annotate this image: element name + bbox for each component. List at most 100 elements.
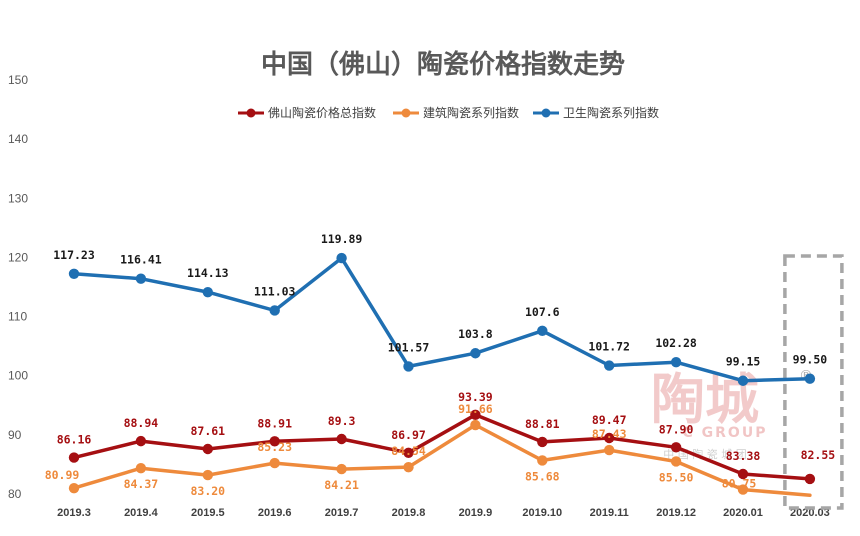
data-point <box>269 305 280 316</box>
data-label: 86.16 <box>57 433 92 447</box>
data-label: 80.99 <box>45 468 80 482</box>
data-point <box>68 482 80 494</box>
x-tick-label: 2019.8 <box>392 507 426 519</box>
data-point <box>470 419 481 431</box>
data-label: 99.15 <box>726 355 761 369</box>
data-point <box>604 360 615 371</box>
data-label: 87.61 <box>190 424 225 438</box>
x-tick-label: 2019.7 <box>325 507 359 519</box>
data-point <box>202 286 213 298</box>
watermark-subtext: C GROUP <box>683 425 768 441</box>
legend-label: 建筑陶瓷系列指数 <box>423 105 519 120</box>
chart-title: 中国（佛山）陶瓷价格指数走势 <box>261 49 625 80</box>
y-tick-label: 130 <box>8 191 28 205</box>
x-tick-label: 2020.01 <box>723 507 763 519</box>
data-label: 89.3 <box>328 414 356 428</box>
x-tick-label: 2019.11 <box>590 507 629 519</box>
data-label: 88.91 <box>257 416 292 430</box>
data-label: 88.94 <box>124 416 159 430</box>
data-point <box>537 436 548 448</box>
data-point <box>336 252 347 264</box>
data-label: 114.13 <box>187 266 229 280</box>
x-tick-label: 2019.5 <box>191 507 225 519</box>
data-point <box>336 463 347 475</box>
y-tick-label: 110 <box>8 310 27 324</box>
data-label: 87.90 <box>659 422 694 436</box>
x-tick-label: 2019.10 <box>522 507 562 519</box>
x-tick-label: 2019.4 <box>124 507 159 519</box>
data-point <box>670 456 682 467</box>
data-labels: 86.16 88.94 87.61 88.91 89.3 86.97 93.39 88.81 8… <box>45 232 836 498</box>
legend-label: 卫生陶瓷系列指数 <box>563 105 659 120</box>
data-label: 91.66 <box>458 402 493 416</box>
data-label: 89.47 <box>592 413 627 427</box>
data-label: 117.23 <box>53 248 95 262</box>
data-label: 84.21 <box>324 478 359 492</box>
data-point <box>670 442 682 453</box>
data-point <box>737 484 749 495</box>
data-label: 84.54 <box>391 444 426 458</box>
y-axis: 80 90 100 110 120 130 140 150 <box>8 73 28 501</box>
data-point <box>202 443 213 455</box>
highlight-dashed-box <box>783 254 844 510</box>
data-label: 84.37 <box>124 477 159 491</box>
data-label: 101.57 <box>388 340 430 354</box>
data-point <box>68 452 80 463</box>
series-line <box>72 413 812 481</box>
y-tick-label: 90 <box>8 428 22 442</box>
x-tick-label: 2020.03 <box>790 507 830 519</box>
data-label: 85.23 <box>257 440 292 454</box>
data-label: 102.28 <box>655 336 697 350</box>
data-point <box>68 268 80 280</box>
data-point <box>737 375 749 386</box>
data-label: 80.75 <box>722 477 757 491</box>
legend-label: 佛山陶瓷价格总指数 <box>268 105 376 120</box>
y-tick-label: 150 <box>8 73 28 87</box>
data-point <box>737 468 749 480</box>
series-line <box>72 256 812 383</box>
data-point <box>269 436 280 447</box>
data-label: 107.6 <box>525 305 560 319</box>
legend-marker <box>246 108 256 118</box>
data-label: 83.20 <box>190 484 225 498</box>
data-label: 87.43 <box>592 427 627 441</box>
series-layer <box>68 252 816 497</box>
data-label: 88.81 <box>525 417 560 431</box>
data-label: 99.50 <box>793 353 828 367</box>
data-label: 119.89 <box>321 232 363 246</box>
data-label: 85.68 <box>525 469 560 483</box>
data-point <box>804 473 816 485</box>
data-label: 111.03 <box>254 284 296 298</box>
data-point <box>403 461 414 473</box>
data-point <box>135 462 147 474</box>
data-point <box>537 325 548 336</box>
data-label: 86.97 <box>391 428 426 442</box>
data-label: 83.38 <box>726 449 761 463</box>
y-tick-label: 120 <box>8 250 28 264</box>
x-axis: 2019.3 2019.4 2019.5 2019.6 2019.7 2019.8 2019… <box>57 507 830 519</box>
data-point <box>135 273 147 284</box>
series-line <box>72 423 812 497</box>
data-point <box>670 357 682 368</box>
data-label: 101.72 <box>588 340 630 354</box>
legend: 佛山陶瓷价格总指数 建筑陶瓷系列指数 卫生陶瓷系列指数 <box>238 105 659 120</box>
data-point <box>202 469 213 481</box>
x-tick-label: 2019.9 <box>459 507 493 519</box>
data-point <box>470 409 481 421</box>
legend-marker <box>541 108 551 118</box>
data-label: 103.8 <box>458 327 493 341</box>
y-tick-label: 140 <box>8 132 28 146</box>
data-label: 93.39 <box>458 390 493 404</box>
data-point <box>269 457 280 469</box>
data-point <box>804 373 816 384</box>
y-tick-label: 80 <box>8 487 22 501</box>
legend-marker <box>401 108 411 118</box>
data-point <box>403 447 414 458</box>
data-label: 82.55 <box>801 448 836 462</box>
data-point <box>403 361 414 372</box>
data-point <box>604 444 615 456</box>
data-point <box>135 435 147 447</box>
y-tick-label: 100 <box>8 369 28 383</box>
